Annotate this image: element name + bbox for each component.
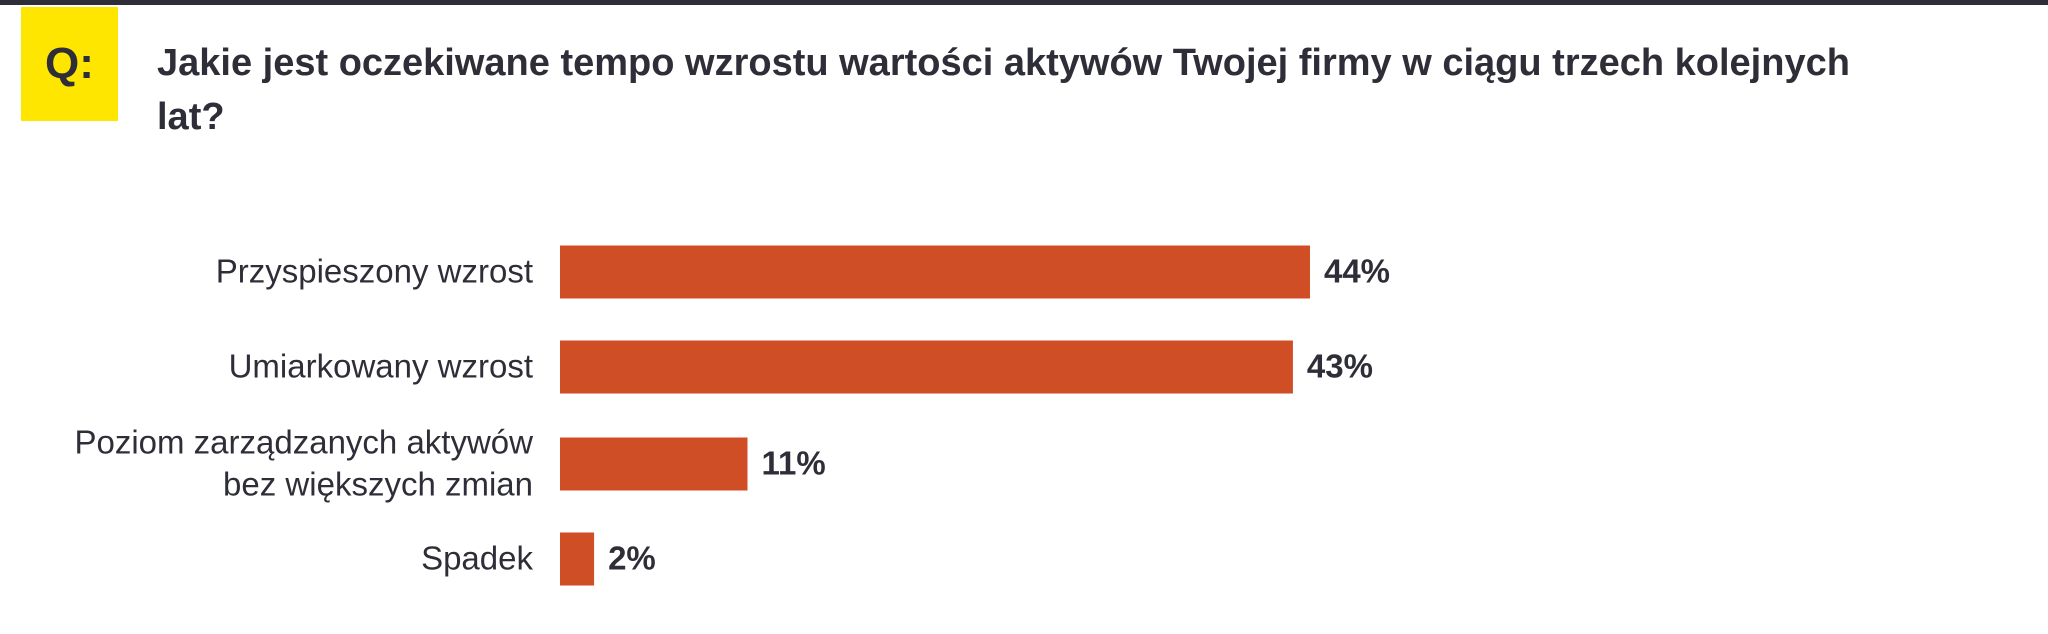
question-badge: Q: [21,7,118,121]
category-label: Spadek [421,540,533,577]
category-label: Przyspieszony wzrost [216,253,533,290]
value-label: 43% [1307,348,1373,385]
value-label: 11% [761,445,825,482]
category-label: bez większych zmian [223,466,533,503]
value-label: 44% [1324,253,1390,290]
bar [560,245,1310,299]
value-label: 2% [608,540,656,577]
bar [560,437,748,491]
top-bar [0,0,2048,5]
category-label: Poziom zarządzanych aktywów [74,424,533,461]
bar [560,532,595,586]
chart-title: Jakie jest oczekiwane tempo wzrostu wart… [157,42,1850,138]
category-label: Umiarkowany wzrost [229,348,533,385]
bar [560,340,1293,394]
